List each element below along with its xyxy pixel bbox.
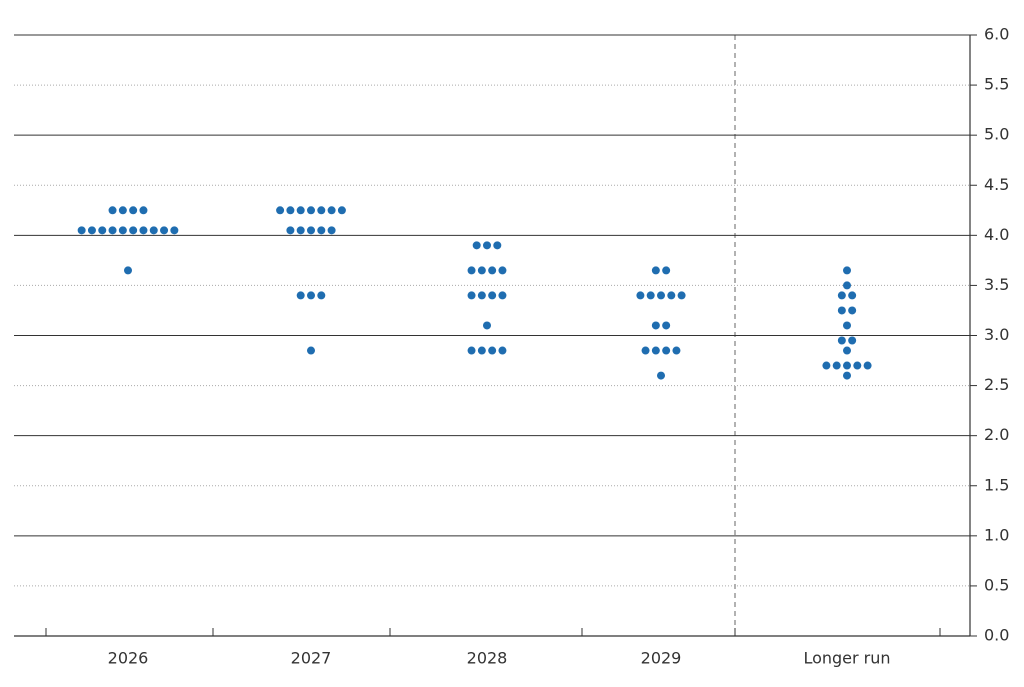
dot (493, 241, 502, 250)
dot (843, 266, 851, 275)
dot (848, 306, 857, 315)
dot (863, 361, 872, 370)
dot (657, 371, 665, 380)
y-tick-label: 5.0 (984, 125, 1009, 144)
y-tick-label: 6.0 (984, 25, 1009, 44)
dot (662, 266, 671, 275)
dot (843, 346, 851, 355)
dot (317, 226, 326, 235)
dot (832, 361, 841, 370)
dot (662, 346, 671, 355)
y-tick-label: 3.5 (984, 275, 1009, 294)
dot (307, 206, 315, 215)
y-tick-label: 1.0 (984, 525, 1009, 544)
dot (296, 206, 305, 215)
dot (467, 291, 476, 300)
dot (477, 266, 486, 275)
dot (651, 321, 660, 330)
dot (848, 291, 857, 300)
dot (327, 206, 336, 215)
dot (317, 206, 326, 215)
dot (118, 226, 127, 235)
dot (837, 336, 846, 345)
dot (139, 226, 148, 235)
x-tick-label: 2026 (108, 649, 149, 668)
dot (843, 361, 851, 370)
y-tick-label: 4.5 (984, 175, 1009, 194)
dot (77, 226, 86, 235)
dot (477, 291, 486, 300)
dot (307, 346, 315, 355)
dot (467, 266, 476, 275)
dot (129, 226, 138, 235)
dot (636, 291, 645, 300)
dot (276, 206, 285, 215)
y-tick-label: 3.0 (984, 325, 1009, 344)
dot (822, 361, 831, 370)
dot (483, 241, 491, 250)
dot (498, 266, 507, 275)
dot (667, 291, 676, 300)
dot (286, 206, 295, 215)
dot (672, 346, 681, 355)
dot (843, 321, 851, 330)
dot (848, 336, 857, 345)
dot (124, 266, 132, 275)
dot (498, 346, 507, 355)
dot (651, 346, 660, 355)
y-tick-label: 0.5 (984, 575, 1009, 594)
dot (139, 206, 148, 215)
dot (467, 346, 476, 355)
dot (641, 346, 650, 355)
x-tick-label: Longer run (803, 649, 890, 668)
dot (477, 346, 486, 355)
dot (472, 241, 481, 250)
x-ticks (45, 628, 941, 636)
dot (657, 291, 665, 300)
dot (160, 226, 169, 235)
dot (118, 206, 127, 215)
dot (108, 206, 117, 215)
dot (662, 321, 671, 330)
dot (129, 206, 138, 215)
dot (317, 291, 326, 300)
dot (488, 291, 497, 300)
dot (337, 206, 346, 215)
dot (108, 226, 117, 235)
dot (170, 226, 179, 235)
dot (286, 226, 295, 235)
dot (837, 306, 846, 315)
dot (483, 321, 491, 330)
dot (98, 226, 107, 235)
dot (307, 291, 315, 300)
dot (853, 361, 862, 370)
dot (307, 226, 315, 235)
dot (677, 291, 686, 300)
dot (327, 226, 336, 235)
dot (843, 371, 851, 380)
dot (843, 281, 851, 290)
y-tick-label: 0.0 (984, 626, 1009, 645)
y-tick-label: 5.5 (984, 75, 1009, 94)
y-tick-label: 2.0 (984, 425, 1009, 444)
dot (646, 291, 655, 300)
dot (488, 266, 497, 275)
dot (296, 291, 305, 300)
dot (149, 226, 158, 235)
x-tick-label: 2027 (291, 649, 332, 668)
dot (837, 291, 846, 300)
x-tick-label: 2029 (641, 649, 682, 668)
dot (498, 291, 507, 300)
y-tick-label: 1.5 (984, 475, 1009, 494)
y-tick-label: 4.0 (984, 225, 1009, 244)
dot (87, 226, 96, 235)
x-tick-label: 2028 (467, 649, 508, 668)
dot (651, 266, 660, 275)
dot (296, 226, 305, 235)
y-tick-label: 2.5 (984, 375, 1009, 394)
dot (488, 346, 497, 355)
